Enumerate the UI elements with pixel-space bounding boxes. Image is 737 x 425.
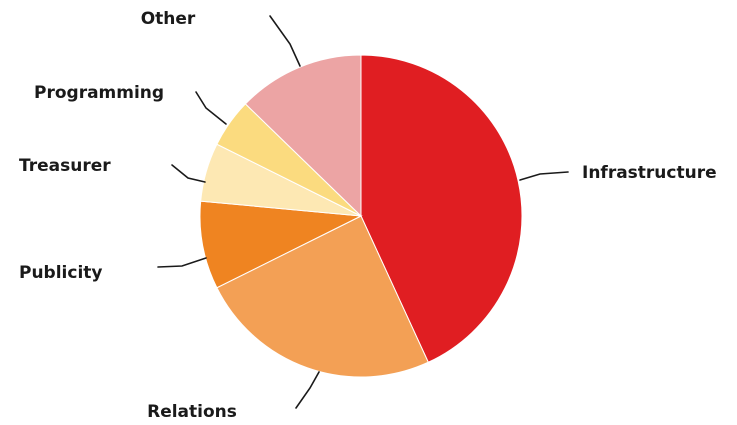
slice-label-other: Other	[141, 9, 196, 29]
leader-line-other	[269, 15, 301, 67]
leader-line-programming	[195, 91, 227, 125]
leader-line-relations	[295, 371, 320, 409]
leader-line-publicity	[157, 257, 207, 268]
slice-label-relations: Relations	[147, 402, 237, 422]
slice-label-publicity: Publicity	[19, 263, 103, 283]
pie-slice-infrastructure	[360, 54, 523, 363]
slice-label-infrastructure: Infrastructure	[582, 163, 717, 183]
slice-label-programming: Programming	[34, 83, 164, 103]
pie-slice-publicity	[199, 200, 363, 289]
leader-line-treasurer	[171, 164, 206, 183]
pie-slice-other	[244, 54, 362, 218]
slice-label-treasurer: Treasurer	[19, 156, 111, 176]
leader-line-infrastructure	[519, 171, 569, 181]
pie-slice-relations	[216, 215, 429, 378]
